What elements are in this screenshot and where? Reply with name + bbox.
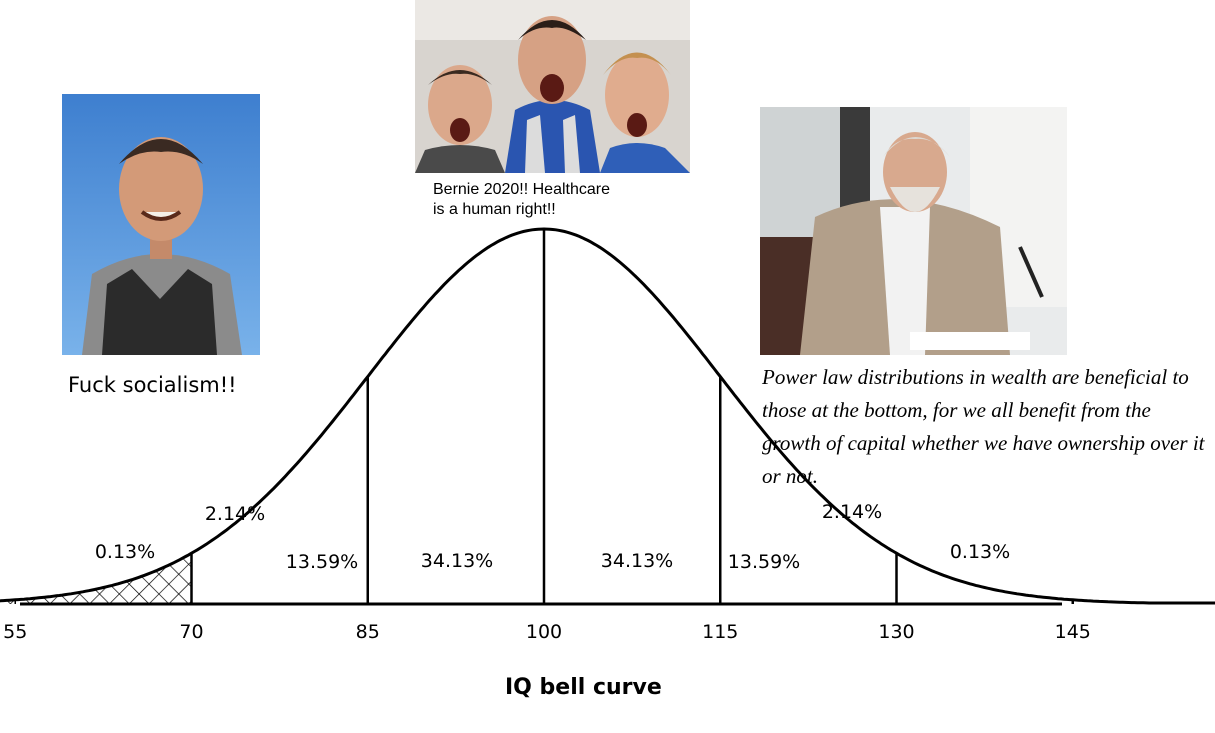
x-tick-label: 145: [1055, 621, 1091, 643]
segment-label: 0.13%: [950, 541, 1010, 563]
x-tick-label: 85: [356, 621, 380, 643]
x-tick-label: 70: [179, 621, 203, 643]
right-caption: Power law distributions in wealth are be…: [762, 365, 1205, 488]
x-tick-label: 115: [702, 621, 738, 643]
segment-label: 34.13%: [601, 550, 673, 572]
shaded-tail-area: [0, 553, 192, 604]
middle-caption: Bernie 2020!! Healthcare is a human righ…: [433, 180, 673, 220]
middle-caption-line2: is a human right!!: [433, 201, 556, 218]
segment-label: 2.14%: [205, 503, 265, 525]
x-tick-label: 55: [3, 621, 27, 643]
right-photo: [760, 107, 1067, 355]
segment-label: 34.13%: [421, 550, 493, 572]
left-caption: Fuck socialism!!: [68, 373, 237, 397]
segment-label: 0.13%: [95, 541, 155, 563]
segment-label: 13.59%: [286, 551, 358, 573]
chart-title: IQ bell curve: [505, 675, 662, 700]
x-tick-label: 100: [526, 621, 562, 643]
x-tick-label: 130: [878, 621, 914, 643]
middle-photo: [415, 0, 690, 173]
segment-label: 13.59%: [728, 551, 800, 573]
left-photo: [62, 94, 260, 355]
segment-label: 2.14%: [822, 501, 882, 523]
middle-caption-line1: Bernie 2020!! Healthcare: [433, 181, 610, 198]
